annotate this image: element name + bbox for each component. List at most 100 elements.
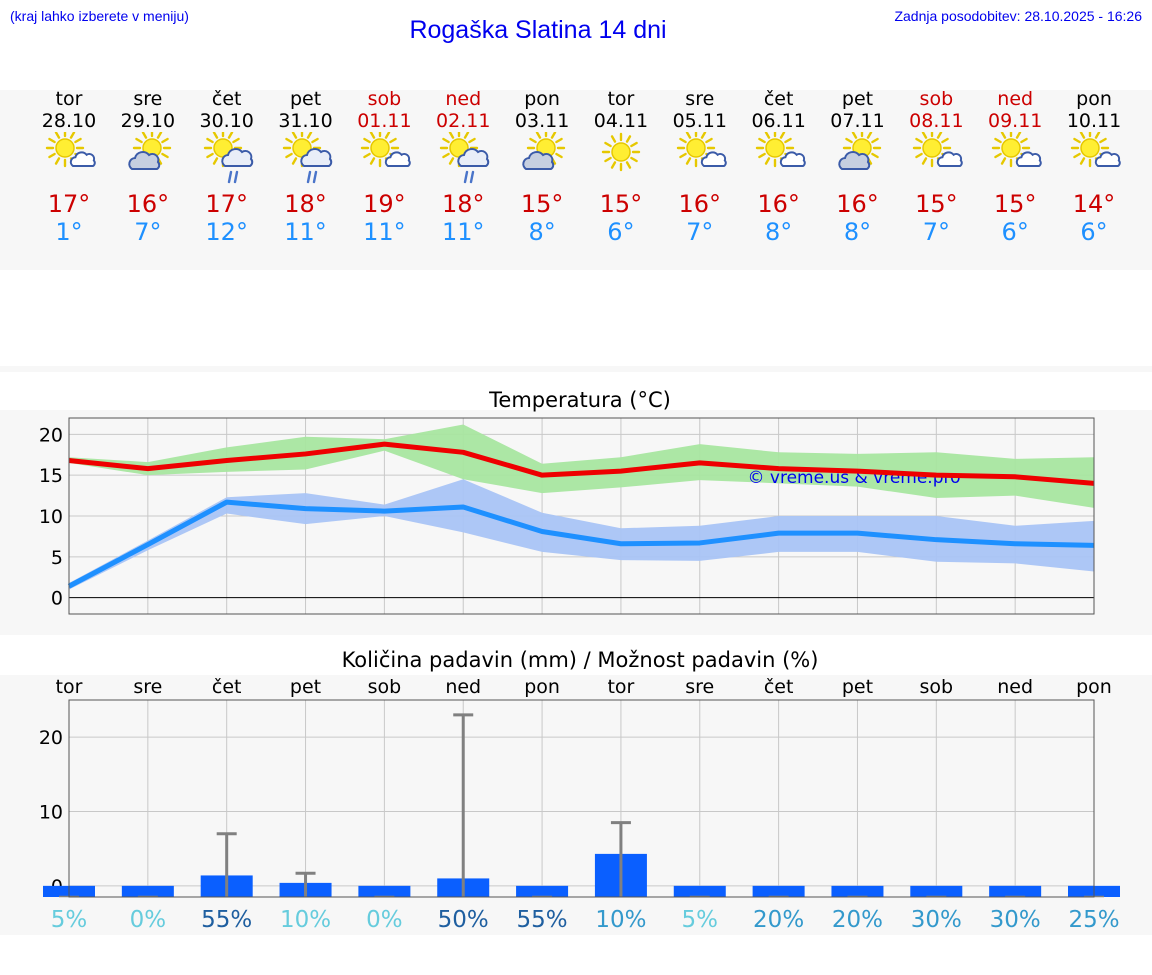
- cloud-sun-icon: [837, 132, 881, 170]
- sun-icon: [601, 132, 641, 172]
- plot-frame: [68, 699, 1095, 898]
- min-temperature: 11°: [441, 218, 485, 246]
- precipitation-bar: [831, 885, 884, 897]
- precipitation-bar: [910, 885, 963, 897]
- max-temperature-line: [68, 441, 1095, 486]
- day-name: pet: [841, 88, 874, 110]
- precipitation-bar: [516, 885, 569, 897]
- sun-cloud-rain-icon: [203, 132, 253, 184]
- day-column: ned 02.11 18° 11°: [423, 88, 503, 246]
- day-column: tor 04.11 15° 6°: [581, 88, 661, 246]
- max-temperature: 17°: [205, 190, 248, 218]
- day-column: sob 08.11 15° 7°: [896, 88, 976, 246]
- min-temperature: 1°: [55, 218, 83, 246]
- day-name: tor: [55, 88, 83, 110]
- x-tick-label: tor: [56, 676, 83, 698]
- day-name: sre: [685, 88, 715, 110]
- y-tick-label: 0: [51, 588, 63, 610]
- min-temperature: 8°: [528, 218, 556, 246]
- page-title: Rogaška Slatina 14 dni: [409, 16, 667, 44]
- day-column: sre 29.10 16° 7°: [108, 88, 188, 246]
- y-tick-label: 15: [39, 465, 63, 487]
- day-name: ned: [997, 88, 1034, 110]
- precipitation-chart-title: Količina padavin (mm) / Možnost padavin …: [341, 648, 819, 672]
- day-date: 08.11: [909, 110, 964, 132]
- precipitation-probability: 0%: [130, 907, 167, 933]
- sun-cloud-icon: [1070, 132, 1121, 168]
- x-tick-label: pet: [842, 676, 873, 698]
- x-tick-label: čet: [764, 676, 794, 698]
- day-column: ned 09.11 15° 6°: [975, 88, 1055, 246]
- precipitation-bar: [358, 885, 411, 897]
- day-name: čet: [211, 88, 242, 110]
- max-temperature: 19°: [363, 190, 406, 218]
- min-temperature: 7°: [686, 218, 714, 246]
- plot-area: [69, 700, 1094, 897]
- day-date: 28.10: [41, 110, 97, 132]
- precipitation-probability: 30%: [990, 907, 1041, 933]
- cloud-sun-icon: [128, 132, 172, 170]
- x-tick-label: sre: [133, 676, 162, 698]
- sun-cloud-icon: [45, 132, 96, 168]
- max-temperature: 16°: [126, 190, 170, 218]
- x-tick-label: sre: [685, 676, 714, 698]
- day-date: 06.11: [751, 110, 806, 132]
- y-tick-label: 10: [39, 802, 63, 824]
- day-date: 09.11: [987, 110, 1043, 132]
- y-tick-label: 5: [51, 547, 63, 569]
- day-name: sob: [919, 88, 954, 110]
- min-temperature: 8°: [843, 218, 872, 246]
- day-column: pet 31.10 18° 11°: [266, 88, 346, 246]
- forecast-strip: [0, 90, 1152, 270]
- x-tick-label: pon: [524, 676, 560, 698]
- day-column: sre 05.11 16° 7°: [660, 88, 740, 246]
- sun-cloud-icon: [755, 132, 806, 168]
- x-tick-label: sob: [920, 676, 954, 698]
- max-temperature: 15°: [599, 190, 643, 218]
- temperature-chart-title: Temperatura (°C): [489, 388, 671, 412]
- precipitation-probability: 25%: [1068, 907, 1119, 933]
- precipitation-probability: 5%: [682, 907, 719, 933]
- min-temperature: 7°: [134, 218, 162, 246]
- precipitation-probability: 50%: [438, 907, 489, 933]
- day-date: 04.11: [593, 110, 649, 132]
- max-temperature: 16°: [678, 190, 722, 218]
- day-date: 05.11: [672, 110, 727, 132]
- precipitation-probability: 5%: [51, 907, 88, 933]
- precipitation-probability: 55%: [517, 907, 568, 933]
- day-date: 31.10: [278, 110, 333, 132]
- day-column: sob 01.11 19° 11°: [344, 88, 424, 246]
- day-date: 01.11: [357, 110, 412, 132]
- y-tick-label: 20: [39, 424, 63, 446]
- max-temperature: 15°: [993, 190, 1037, 218]
- min-temperature: 11°: [284, 218, 327, 246]
- cloud-sun-icon: [522, 132, 566, 170]
- max-temperature: 15°: [520, 190, 564, 218]
- min-temperature: 11°: [363, 218, 406, 246]
- precipitation-bar: [673, 885, 726, 897]
- day-date: 07.11: [830, 110, 885, 132]
- x-tick-label: sob: [368, 676, 402, 698]
- min-temperature: 8°: [765, 218, 793, 246]
- precipitation-probability: 0%: [366, 907, 403, 933]
- sun-cloud-rain-icon: [440, 132, 490, 184]
- precipitation-probability: 10%: [595, 907, 646, 933]
- day-date: 29.10: [120, 110, 176, 132]
- sun-cloud-rain-icon: [282, 132, 332, 184]
- min-temperature: 12°: [205, 218, 248, 246]
- min-temperature: 7°: [922, 218, 950, 246]
- day-date: 02.11: [436, 110, 491, 132]
- day-column: tor 28.10 17° 1°: [29, 88, 109, 246]
- day-name: sob: [367, 88, 402, 110]
- min-temperature: 6°: [1001, 218, 1029, 246]
- min-temperature: 6°: [607, 218, 635, 246]
- sun-cloud-icon: [991, 132, 1042, 168]
- location-hint: (kraj lahko izberete v meniju): [10, 8, 189, 24]
- day-name: tor: [607, 88, 635, 110]
- precipitation-bar: [989, 885, 1042, 897]
- day-date: 03.11: [514, 110, 570, 132]
- sun-cloud-icon: [361, 132, 412, 168]
- day-name: pet: [289, 88, 322, 110]
- max-temperature: 16°: [836, 190, 879, 218]
